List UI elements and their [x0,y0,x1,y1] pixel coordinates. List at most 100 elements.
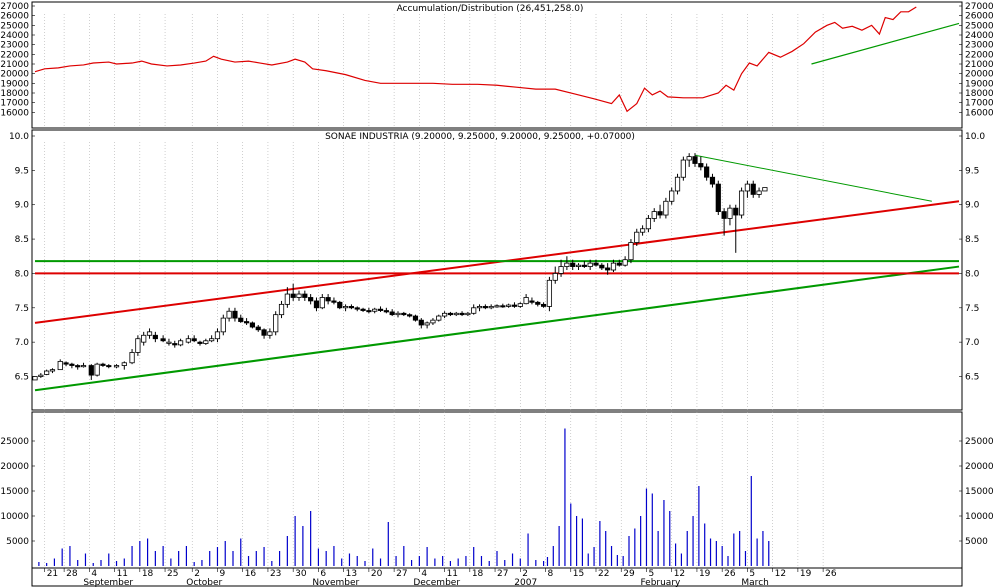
x-day-label: 20 [371,569,383,579]
y-tick-label: 10000 [965,512,994,522]
candle-body [523,297,529,305]
candle-body [506,304,512,307]
y-tick-label: 9.0 [965,201,980,211]
x-day-label: 5 [648,569,654,579]
y-tick-label: 9.0 [15,201,30,211]
candle-body [622,259,628,266]
x-day-label: 21 [47,569,58,579]
x-day-label: 25 [167,569,178,579]
candle-body [152,334,158,340]
y-tick-label: 20000 [965,462,994,472]
candle-body [715,183,721,212]
candle-body [674,176,681,192]
volume-panel-frame [31,411,963,569]
candle-body [459,312,465,316]
candle-body [290,293,296,298]
candle-body [331,300,337,303]
trendline [694,154,932,202]
y-tick-label: 23000 [965,41,994,51]
candle-body [49,369,56,372]
price-candles [32,153,768,381]
candle-body [129,352,135,364]
candle-body [412,315,419,321]
y-tick-label: 15000 [965,487,994,497]
x-day-label: 12 [674,569,685,579]
y-tick-label: 24000 [965,31,994,41]
x-day-labels: 21 28 4 11 18 25 2 9 16 23 30 6 13 20 27 4 11 18 27 2 8 15 22 2… [44,568,837,579]
candle-body [721,211,727,219]
candle-body [75,365,81,368]
candle-body [581,264,587,267]
volume-y-axis-right: 5000 10000 15000 20000 25000 [959,437,994,547]
candle-body [663,200,669,216]
candle-body [680,159,686,178]
x-day-label: 11 [117,569,128,579]
candle-body [94,363,100,376]
candle-body [669,190,675,202]
y-tick-label: 10.0 [9,132,29,142]
candle-body [177,340,184,346]
x-day-label: 18 [472,569,484,579]
x-month-label: February [640,578,681,587]
ad-panel-frame [31,1,963,129]
y-tick-label: 25000 [0,21,29,31]
x-axis-frame [31,567,963,587]
y-tick-label: 27000 [965,2,994,12]
ad-y-axis-right: 1600017000180001900020000210002200023000… [959,2,994,118]
candle-body [593,262,599,266]
x-day-label: 18 [142,569,154,579]
x-day-label: 5 [749,569,755,579]
y-tick-label: 24000 [0,31,29,41]
y-tick-label: 20000 [965,70,994,80]
candle-body [686,156,692,161]
y-tick-label: 6.5 [15,373,29,383]
x-month-labels: September October November December 2007 Febr… [83,578,768,587]
x-month-label: October [186,578,222,587]
candle-body [273,314,279,333]
x-day-label: 15 [573,569,584,579]
y-tick-label: 15000 [0,487,29,497]
volume-y-axis-left: 5000 10000 15000 20000 25000 [0,437,35,547]
y-tick-label: 5000 [6,537,29,547]
candle-body [616,262,622,266]
x-axis: 21 28 4 11 18 25 2 9 16 23 30 6 13 20 27 4 11 18 27 2 8 15 22 2… [31,567,963,587]
candle-body [191,338,197,342]
y-tick-label: 25000 [965,21,994,31]
x-day-label: 16 [245,569,257,579]
candle-body [185,338,191,343]
y-tick-label: 21000 [965,60,994,70]
candle-body [453,312,459,316]
x-month-label: March [741,578,768,587]
candle-body [214,331,221,340]
candle-body [172,343,178,346]
x-day-label: 8 [548,569,554,579]
candle-body [238,317,244,322]
y-tick-label: 7.0 [15,338,30,348]
candle-body [63,362,69,365]
candle-body [249,322,256,328]
candle-body [651,211,657,219]
candle-body [166,341,172,344]
y-tick-label: 17000 [0,99,29,109]
x-day-label: 6 [320,569,326,579]
candle-body [692,156,698,164]
candle-body [733,207,739,216]
y-tick-label: 16000 [965,108,994,118]
candle-body [313,300,320,309]
y-tick-label: 22000 [0,50,29,60]
y-tick-label: 7.5 [15,304,29,314]
candle-body [540,303,547,307]
y-tick-label: 20000 [0,462,29,472]
price-panel: SONAE INDUSTRIA (9.20000, 9.25000, 9.200… [9,129,985,411]
candle-body [645,218,652,230]
candle-body [395,312,401,316]
candle-body [319,297,325,309]
y-tick-label: 22000 [965,50,994,60]
candle-body [296,293,302,298]
y-tick-label: 16000 [0,108,29,118]
x-day-label: 19 [699,569,711,579]
candle-body [488,306,494,309]
candle-body [38,374,44,377]
candle-body [476,306,483,309]
candle-body [278,303,285,316]
